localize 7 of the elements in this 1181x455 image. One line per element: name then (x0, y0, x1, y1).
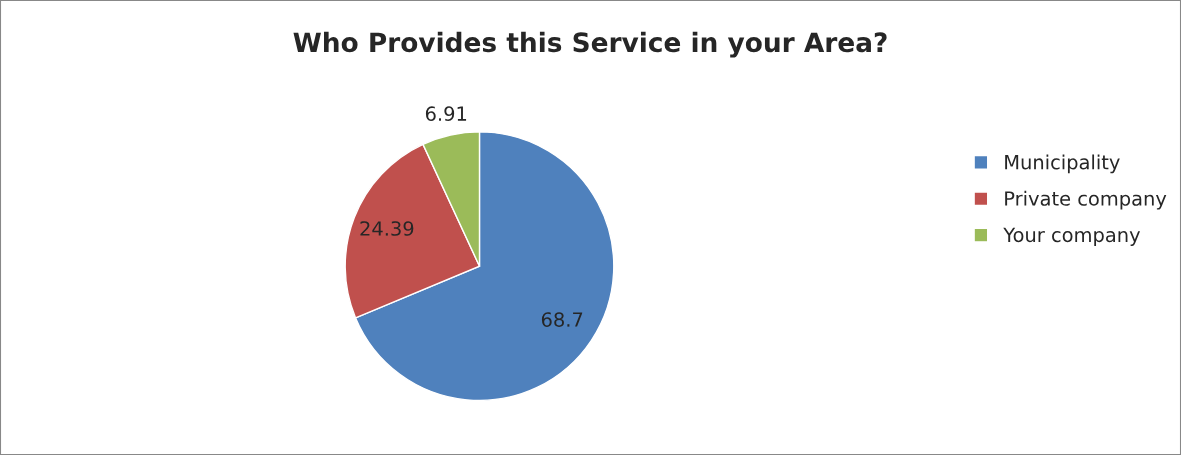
legend-label: Your company (1003, 227, 1141, 246)
data-label: 68.7 (541, 312, 583, 327)
data-label: 24.39 (360, 221, 414, 236)
data-label: 6.91 (425, 106, 467, 121)
legend-label: Municipality (1005, 154, 1120, 174)
chart-title: Who Provides this Service in your Area? (293, 31, 887, 58)
legend-label: Private company (1005, 190, 1167, 210)
